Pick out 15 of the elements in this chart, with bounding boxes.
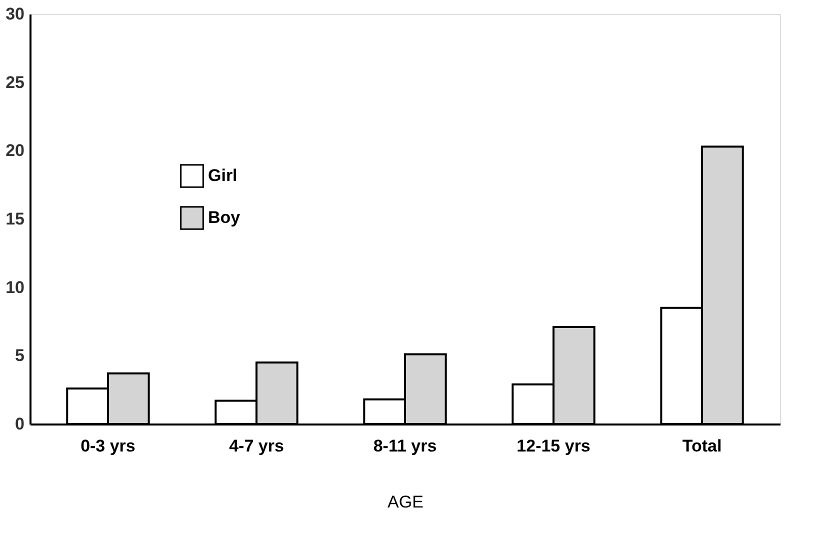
x-axis-title: AGE	[388, 492, 424, 512]
x-tick-label: 8-11 yrs	[373, 436, 437, 456]
y-tick-label: 0	[15, 414, 24, 434]
x-tick-label: 0-3 yrs	[80, 436, 136, 456]
legend-label: Girl	[208, 166, 238, 185]
y-tick-label: 20	[6, 141, 24, 160]
y-tick-label: 30	[6, 4, 24, 24]
legend-label: Boy	[208, 208, 241, 227]
x-tick-label: 4-7 yrs	[229, 436, 284, 456]
x-tick-label: 12-15 yrs	[516, 436, 590, 456]
y-tick-label: 25	[6, 72, 24, 92]
y-tick-label: 10	[6, 278, 24, 297]
y-tick-label: 5	[15, 346, 24, 366]
x-tick-label: Total	[682, 436, 722, 456]
y-tick-label: 15	[6, 210, 24, 228]
